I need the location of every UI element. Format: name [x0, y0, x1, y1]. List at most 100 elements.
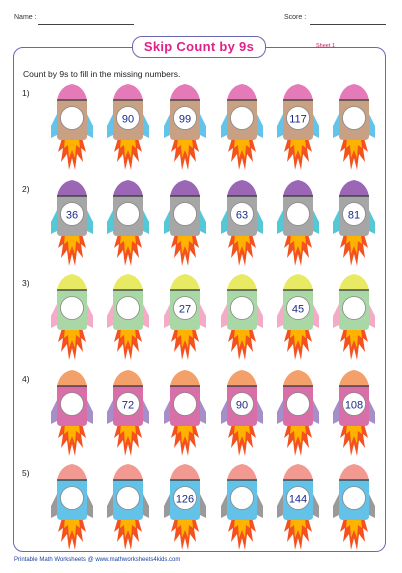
rocket-nose-icon	[283, 370, 313, 386]
rocket	[107, 464, 149, 550]
rocket-window	[60, 392, 84, 416]
rocket-nose-icon	[57, 464, 87, 480]
given-number: 144	[289, 494, 307, 506]
rocket	[221, 84, 263, 170]
worksheet-title: Skip Count by 9s	[132, 36, 266, 58]
rocket-nose-icon	[283, 274, 313, 290]
rocket-window	[173, 392, 197, 416]
rocket-nose-icon	[339, 84, 369, 100]
rocket-nose-icon	[57, 180, 87, 196]
rocket: 72	[107, 370, 149, 456]
rocket	[164, 180, 206, 266]
rocket-window	[286, 486, 310, 510]
rocket-window	[173, 486, 197, 510]
rocket-window	[286, 202, 310, 226]
rocket-window	[286, 106, 310, 130]
rocket-nose-icon	[339, 274, 369, 290]
sheet-label: Sheet 1	[316, 43, 335, 49]
given-number: 90	[122, 114, 134, 126]
rocket: 27	[164, 274, 206, 360]
footer-credit: Printable Math Worksheets @ www.mathwork…	[14, 557, 181, 563]
flame-inner-icon	[64, 138, 80, 158]
score-line[interactable]	[310, 24, 386, 25]
rocket-window	[116, 202, 140, 226]
flame-inner-icon	[346, 234, 362, 254]
rocket-nose-icon	[57, 274, 87, 290]
flame-inner-icon	[177, 234, 193, 254]
rocket-window	[60, 202, 84, 226]
rocket-nose-icon	[227, 464, 257, 480]
instructions: Count by 9s to fill in the missing numbe…	[23, 69, 181, 79]
rocket-nose-icon	[113, 84, 143, 100]
flame-inner-icon	[120, 424, 136, 444]
question-label: 1)	[22, 88, 30, 98]
flame-inner-icon	[120, 234, 136, 254]
rocket-nose-icon	[170, 464, 200, 480]
rocket-nose-icon	[57, 370, 87, 386]
given-number: 99	[179, 114, 191, 126]
flame-inner-icon	[290, 234, 306, 254]
flame-inner-icon	[120, 138, 136, 158]
rocket	[277, 180, 319, 266]
given-number: 90	[236, 400, 248, 412]
given-number: 108	[345, 400, 363, 412]
flame-inner-icon	[177, 424, 193, 444]
question-label: 3)	[22, 278, 30, 288]
rocket-window	[230, 392, 254, 416]
given-number: 126	[176, 494, 194, 506]
rocket: 81	[333, 180, 375, 266]
rocket-nose-icon	[227, 274, 257, 290]
rocket-nose-icon	[227, 84, 257, 100]
flame-inner-icon	[64, 518, 80, 538]
rocket-nose-icon	[339, 180, 369, 196]
rocket	[51, 84, 93, 170]
rocket-window	[342, 486, 366, 510]
rocket-nose-icon	[283, 464, 313, 480]
rocket: 126	[164, 464, 206, 550]
rocket: 117	[277, 84, 319, 170]
flame-inner-icon	[346, 328, 362, 348]
flame-inner-icon	[64, 424, 80, 444]
rocket-nose-icon	[283, 180, 313, 196]
rocket-nose-icon	[227, 370, 257, 386]
question-label: 5)	[22, 468, 30, 478]
rocket: 99	[164, 84, 206, 170]
flame-inner-icon	[64, 234, 80, 254]
rocket-window	[116, 392, 140, 416]
rocket	[333, 274, 375, 360]
rocket-nose-icon	[113, 180, 143, 196]
rocket	[333, 84, 375, 170]
rocket-window	[173, 106, 197, 130]
rocket-nose-icon	[170, 370, 200, 386]
flame-inner-icon	[346, 138, 362, 158]
rocket	[221, 464, 263, 550]
rocket-window	[286, 392, 310, 416]
rocket-window	[173, 202, 197, 226]
given-number: 117	[289, 114, 307, 126]
rocket-window	[230, 202, 254, 226]
rocket: 90	[107, 84, 149, 170]
name-line[interactable]	[38, 24, 134, 25]
flame-inner-icon	[234, 234, 250, 254]
flame-inner-icon	[177, 138, 193, 158]
name-label: Name :	[14, 14, 37, 21]
rocket-window	[286, 296, 310, 320]
given-number: 81	[348, 210, 360, 222]
flame-inner-icon	[234, 424, 250, 444]
flame-inner-icon	[120, 518, 136, 538]
rocket-window	[230, 106, 254, 130]
rocket	[164, 370, 206, 456]
rocket-nose-icon	[57, 84, 87, 100]
flame-inner-icon	[346, 424, 362, 444]
flame-inner-icon	[234, 328, 250, 348]
rocket-nose-icon	[339, 370, 369, 386]
flame-inner-icon	[177, 328, 193, 348]
flame-inner-icon	[290, 424, 306, 444]
rocket	[51, 464, 93, 550]
rocket-window	[60, 296, 84, 320]
rocket-nose-icon	[113, 464, 143, 480]
rocket-nose-icon	[283, 84, 313, 100]
rocket	[51, 370, 93, 456]
rocket: 144	[277, 464, 319, 550]
flame-inner-icon	[290, 138, 306, 158]
